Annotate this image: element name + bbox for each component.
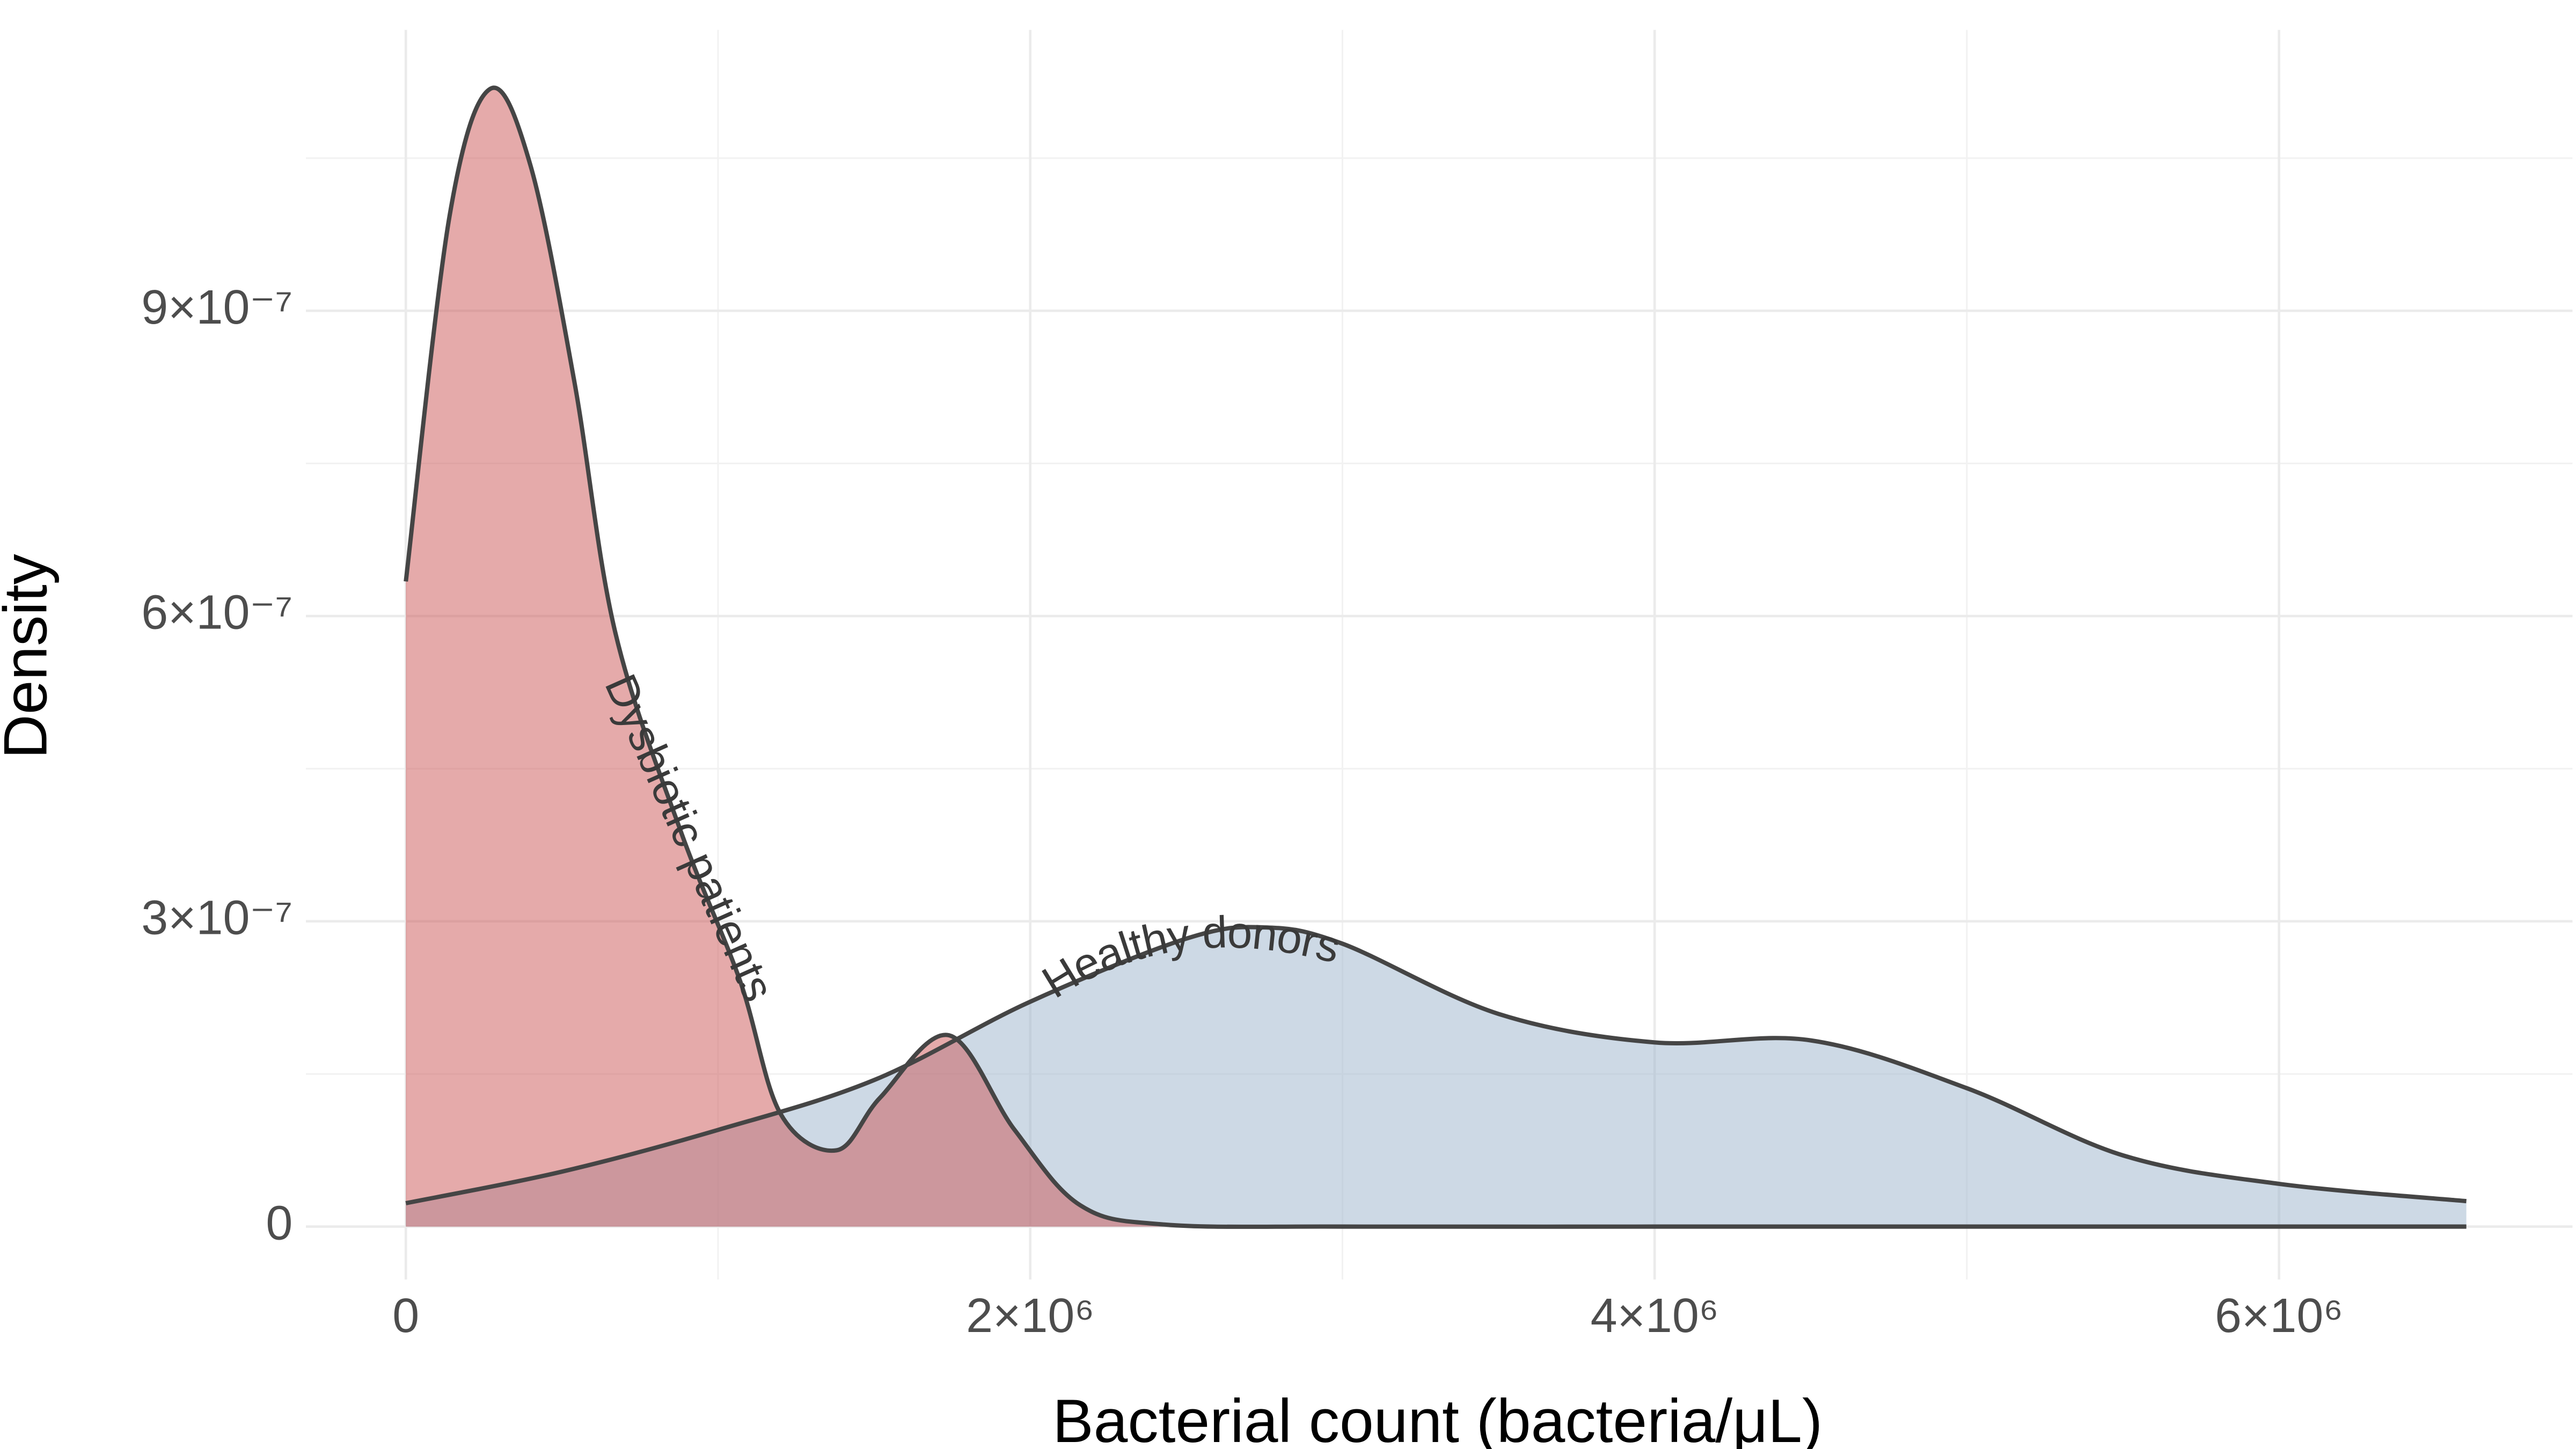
y-axis-title: Density xyxy=(0,553,60,759)
x-tick-label: 0 xyxy=(392,1289,419,1343)
y-tick-label: 3×10⁻⁷ xyxy=(141,891,292,945)
x-tick-label: 2×10⁶ xyxy=(966,1289,1094,1343)
y-tick-label: 0 xyxy=(266,1196,292,1250)
areas xyxy=(404,85,2467,1229)
x-tick-label: 4×10⁶ xyxy=(1591,1289,1719,1343)
density-line xyxy=(405,925,2467,1205)
y-tick-label: 6×10⁻⁷ xyxy=(141,586,292,640)
ticks: 0 3×10⁻⁷ 6×10⁻⁷ 9×10⁻⁷ 0 2×10⁶ 4×10⁶ 6×10⁶ xyxy=(141,281,2343,1343)
x-axis-title: Bacterial count (bacteria/μL) xyxy=(1052,1387,1823,1449)
y-tick-label: 9×10⁻⁷ xyxy=(141,281,292,334)
x-tick-label: 6×10⁶ xyxy=(2215,1289,2343,1343)
density-area xyxy=(406,87,2467,1227)
density-line xyxy=(404,85,2467,1229)
